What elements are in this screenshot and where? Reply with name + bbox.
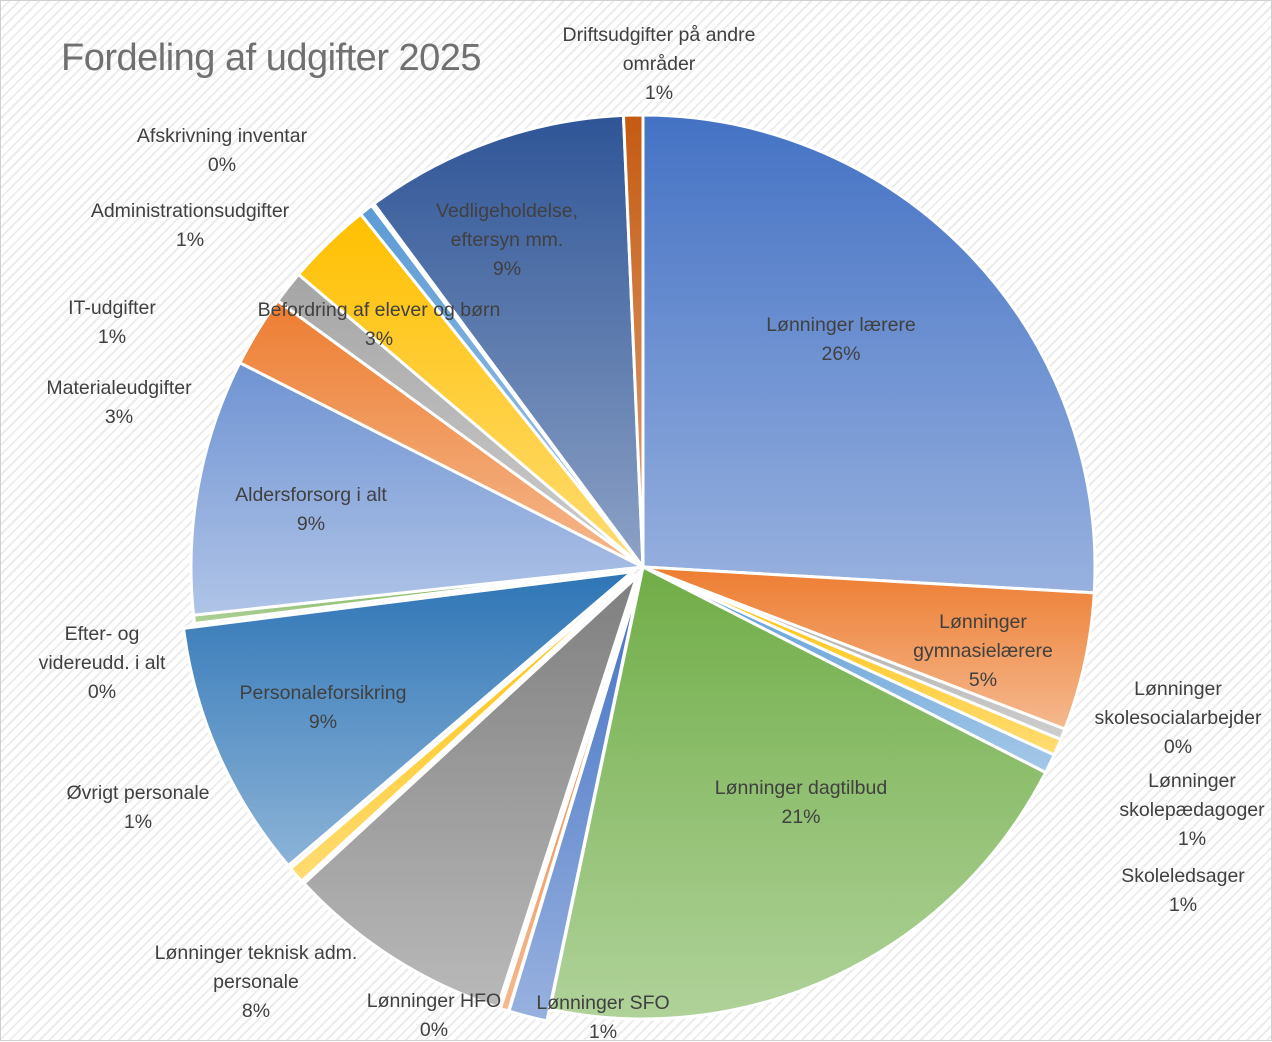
pie-slice-personaleforsikring [182, 570, 634, 868]
pie-slice-vedligeholdelse-eftersyn-mm [372, 113, 645, 569]
data-label-lonninger-teknisk-adm-personale: Lønninger teknisk adm. personale 8% [155, 942, 358, 1022]
data-label-personaleforsikring: Personaleforsikring 9% [240, 682, 407, 733]
data-label-lonninger-sfo: Lønninger SFO 1% [536, 992, 669, 1042]
data-label-lonninger-skolepaedagoger: Lønninger skolepædagoger 1% [1119, 770, 1265, 850]
data-label-lonninger-hfo: Lønninger HFO 0% [367, 990, 501, 1041]
data-label-skoleledsager: Skoleledsager 1% [1121, 865, 1245, 916]
chart-title: Fordeling af udgifter 2025 [61, 37, 482, 79]
data-label-ovrigt-personale: Øvrigt personale 1% [66, 782, 209, 833]
pie-slice-aldersforsorg-i-alt [189, 361, 645, 617]
pie-slice-lonninger-teknisk-adm-personale [302, 575, 639, 1009]
data-label-lonninger-laerere: Lønninger lærere 26% [766, 314, 916, 365]
pie-slice-lonninger-hfo [498, 576, 641, 1013]
data-label-it-udgifter: IT-udgifter 1% [68, 297, 156, 348]
pie-slice-lonninger-dagtilbud [548, 565, 1048, 1021]
data-label-vedligeholdelse-eftersyn-mm: Vedligeholdelse, eftersyn mm. 9% [436, 200, 578, 280]
data-label-driftsudgifter-paa-andre-omraader: Driftsudgifter på andre områder 1% [563, 24, 756, 104]
data-label-efter-og-videreudd-i-alt: Efter- og videreudd. i alt 0% [39, 623, 166, 703]
data-label-materialeudgifter: Materialeudgifter 3% [46, 377, 192, 428]
data-label-aldersforsorg-i-alt: Aldersforsorg i alt 9% [235, 484, 387, 535]
data-label-afskrivning-inventar: Afskrivning inventar 0% [137, 125, 308, 176]
pie-slice-ovrigt-personale [288, 573, 636, 883]
pie-slice-driftsudgifter-paa-andre-omraader [621, 113, 645, 569]
data-label-lonninger-dagtilbud: Lønninger dagtilbud 21% [715, 777, 887, 828]
data-label-befordring-af-elever-og-born: Befordring af elever og børn 3% [258, 299, 501, 350]
pie-slice-lonninger-laerere [641, 113, 1097, 595]
data-label-lonninger-gymnasielaerere: Lønninger gymnasielærere 5% [913, 611, 1053, 691]
data-label-lonninger-skolesocialarbejder: Lønninger skolesocialarbejder 0% [1095, 678, 1262, 758]
data-label-administrationsudgifter: Administrationsudgifter 1% [91, 200, 290, 251]
